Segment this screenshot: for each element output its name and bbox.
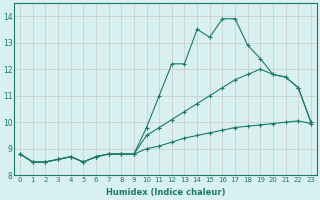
X-axis label: Humidex (Indice chaleur): Humidex (Indice chaleur) [106,188,225,197]
